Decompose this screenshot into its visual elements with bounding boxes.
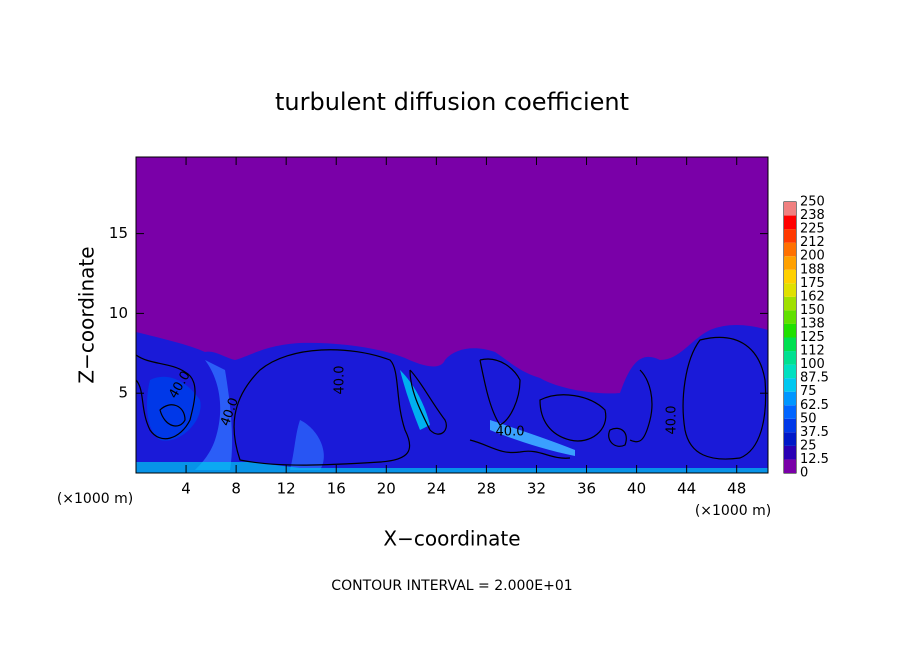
colorbar-swatch [784,229,796,243]
colorbar-label: 200 [800,249,825,264]
field-region [136,462,768,473]
y-tick-label: 10 [109,304,128,322]
colorbar-label: 150 [800,303,825,318]
x-tick-label: 8 [231,480,241,498]
contour-field [136,157,768,473]
colorbar-swatch [784,378,796,392]
colorbar-swatch [784,459,796,473]
x-tick-label: 36 [577,480,596,498]
colorbar-label: 62.5 [800,398,829,413]
x-axis-label: X−coordinate [383,527,520,551]
colorbar-swatch [784,364,796,379]
x-tick-label: 16 [327,480,346,498]
contour-lines [136,336,767,466]
y-axis-label: Z−coordinate [75,246,99,383]
colorbar-label: 12.5 [800,452,829,467]
colorbar-swatch [784,256,796,270]
colorbar-swatch [784,418,796,433]
colorbar-swatch [784,296,796,311]
colorbar-label: 50 [800,411,817,426]
colorbar-label: 112 [800,344,825,359]
field-region [136,325,768,473]
colorbar-swatch [784,310,796,324]
x-unit-label: (×1000 m) [695,503,771,519]
field-region [290,420,324,470]
colorbar-label: 238 [800,208,825,223]
y-tick-label: 5 [118,384,128,402]
colorbar-label: 100 [800,357,825,372]
colorbar-label: 175 [800,276,825,291]
x-tick-label: 20 [377,480,396,498]
x-tick-label: 24 [427,480,446,498]
field-region [195,360,233,470]
x-tick-label: 44 [677,480,696,498]
colorbar-label: 37.5 [800,425,829,440]
colorbar-swatch [784,323,796,338]
colorbar-swatch [784,432,796,446]
colorbar-label: 0 [800,466,808,481]
contour-label: 40.0 [496,425,525,440]
footnote: CONTOUR INTERVAL = 2.000E+01 [331,578,572,594]
colorbar-swatch [784,283,796,297]
x-tick-label: 40 [627,480,646,498]
x-tick-label: 28 [477,480,496,498]
colorbar-swatch [784,351,796,365]
colorbar-swatch [784,269,796,284]
x-tick-label: 48 [727,480,746,498]
x-tick-label: 32 [527,480,546,498]
contour-label: 40.0 [333,366,348,395]
colorbar-label: 138 [800,316,825,331]
colorbar-label: 125 [800,330,825,345]
colorbar-swatch [784,337,796,352]
y-unit-label: (×1000 m) [57,491,133,507]
colorbar-swatch [784,445,796,460]
colorbar-label: 212 [800,235,825,250]
colorbar-swatch [784,215,796,230]
colorbar-label: 75 [800,384,817,399]
plot-frame [135,156,769,474]
contour-label: 40.0 [665,406,680,435]
chart-title: turbulent diffusion coefficient [275,88,629,116]
colorbar-swatch [784,242,796,257]
x-tick-label: 12 [277,480,296,498]
y-tick-label: 15 [109,224,128,242]
colorbar-swatch [784,391,796,406]
colorbar-label: 225 [800,222,825,237]
x-tick-label: 4 [181,480,191,498]
colorbar-label: 250 [800,195,825,210]
colorbar-label: 25 [800,438,817,453]
colorbar-label: 87.5 [800,371,829,386]
colorbar-swatch [784,405,796,419]
colorbar-swatch [784,202,796,216]
colorbar-label: 162 [800,289,825,304]
field-region [490,420,575,456]
colorbar-label: 188 [800,262,825,277]
